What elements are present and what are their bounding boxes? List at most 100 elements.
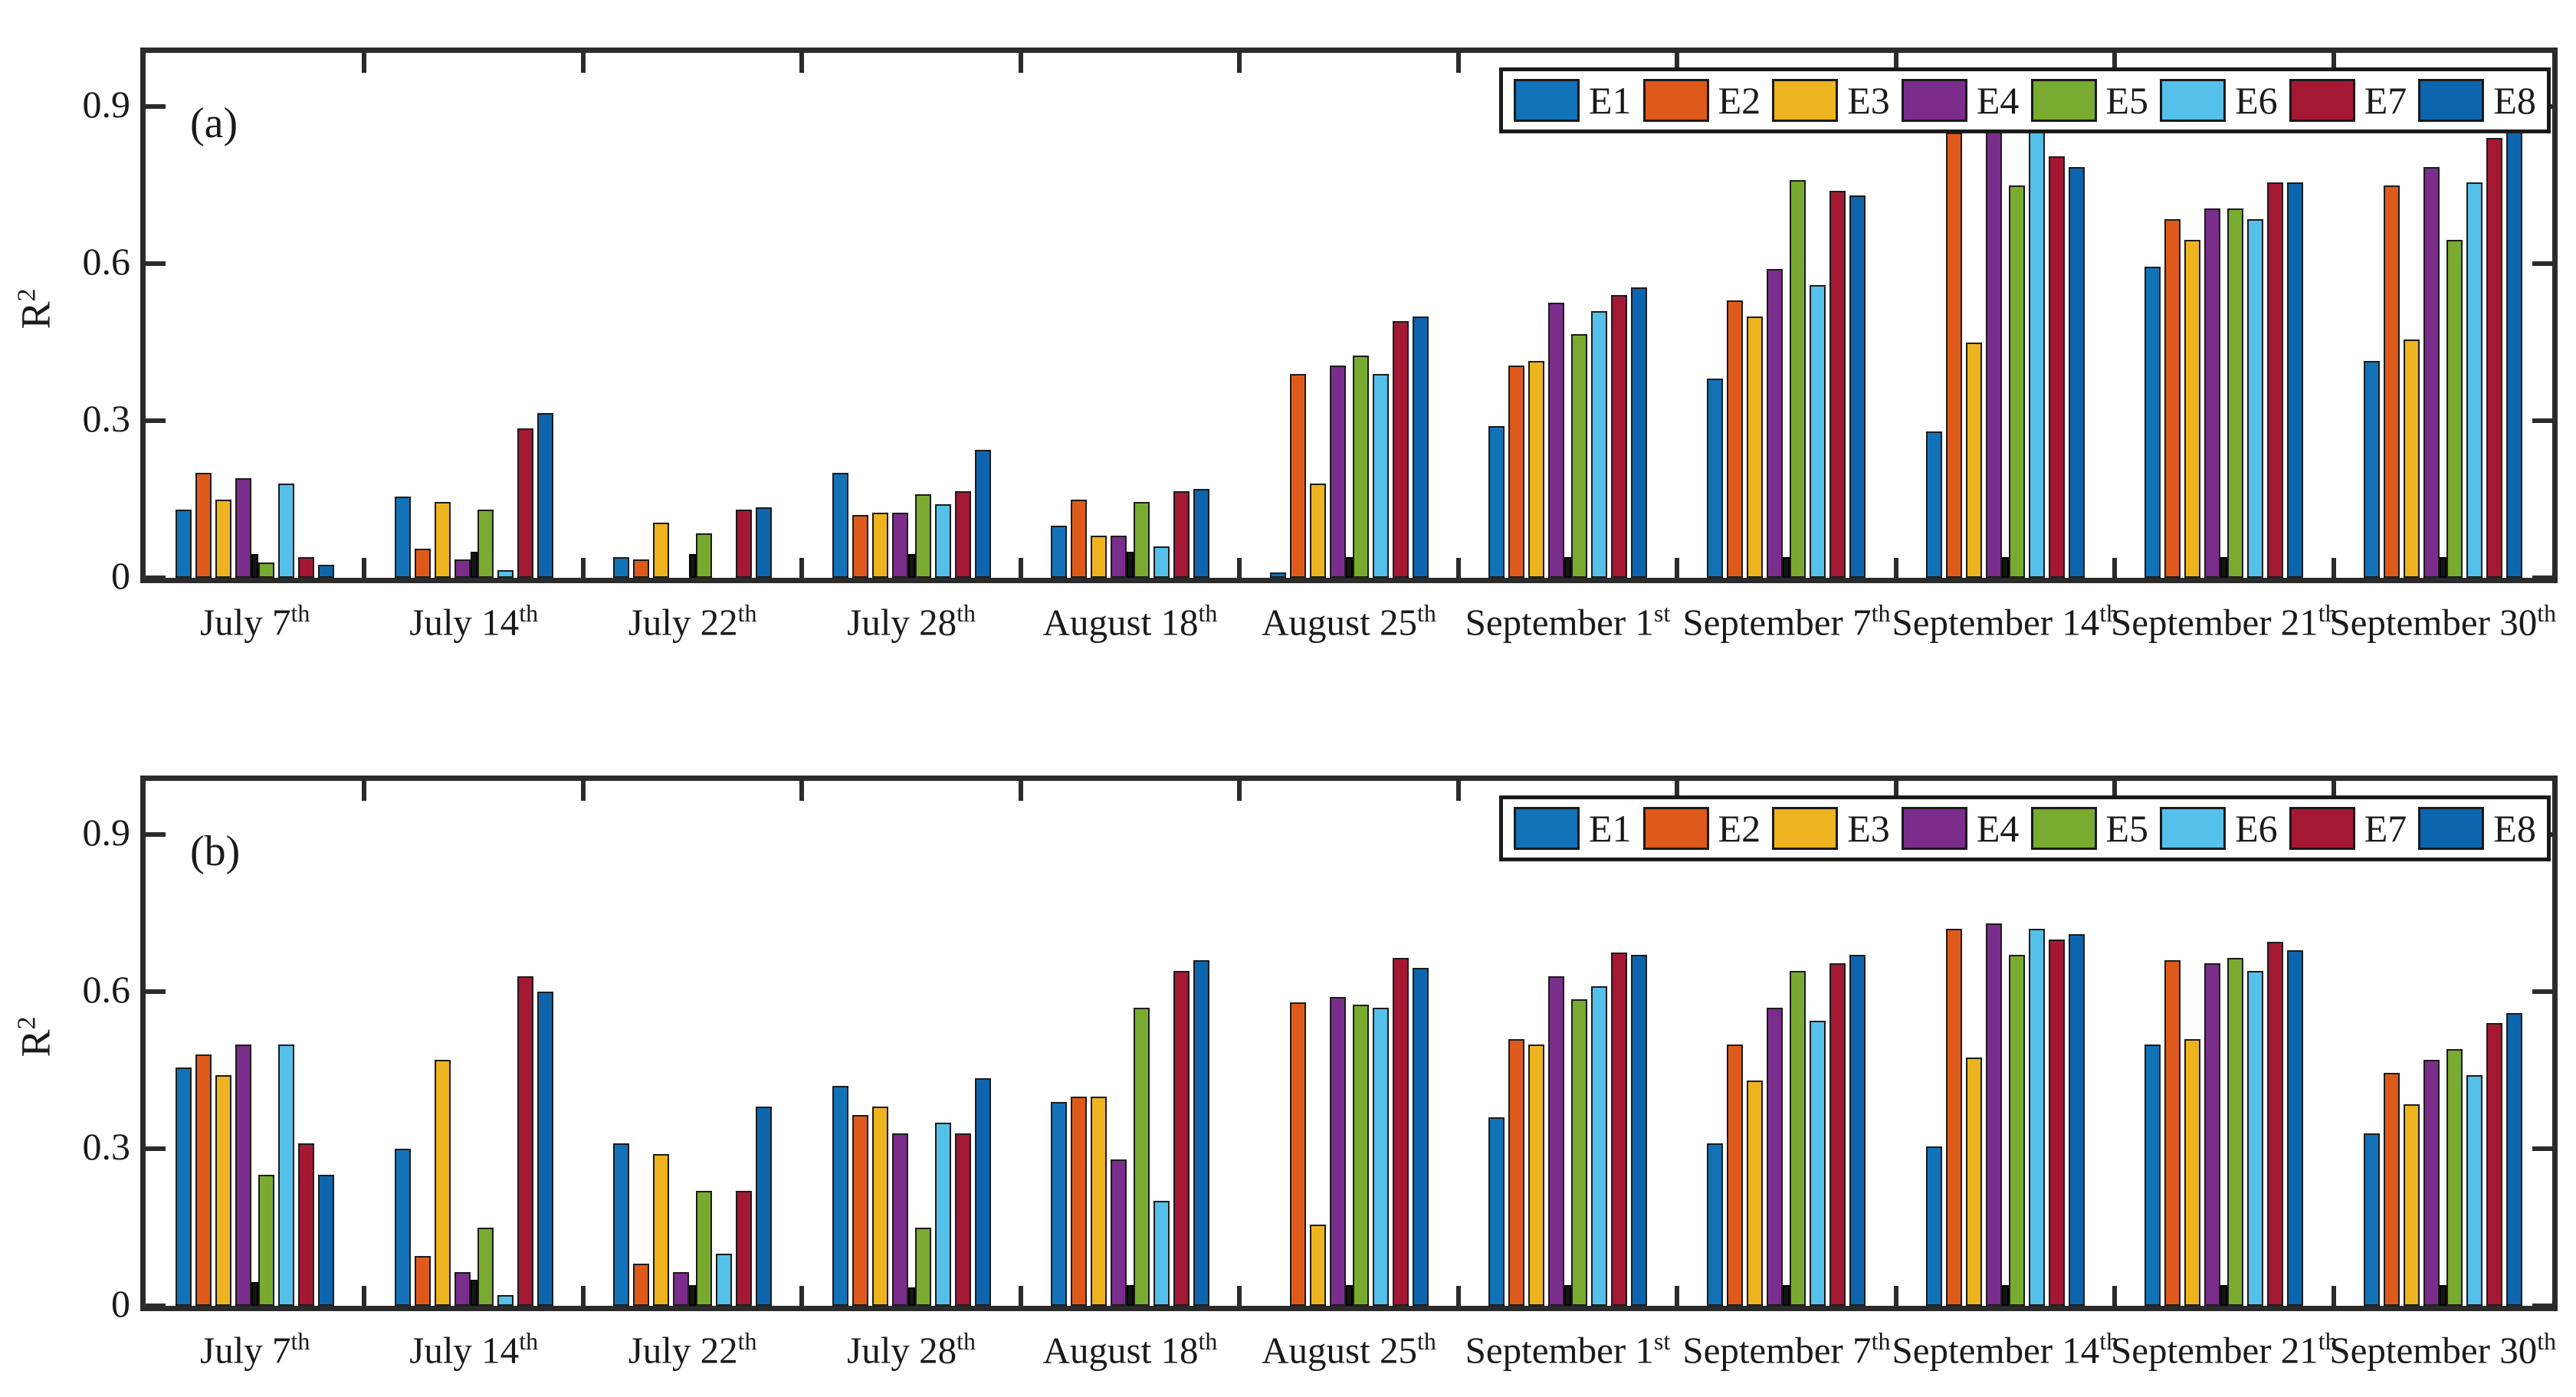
legend-item-e4: E4 [1901,806,2019,851]
bar-e1-8 [1707,379,1724,578]
x-category-label: September 14th [1892,599,2119,644]
x-tick-top [1893,781,1898,801]
x-category-label: August 18th [1042,1327,1218,1372]
bar-e5-5 [1134,1007,1150,1306]
x-category-label: September 30th [2329,599,2557,644]
x-tick-top [799,53,805,73]
bar-e1-10 [2144,1044,2161,1306]
bar-e1-2 [394,497,411,578]
y-tick-right [2532,261,2552,267]
y-tick-label: 0 [111,1282,130,1325]
dark-sliver-bar [251,554,259,578]
bar-e3-5 [1091,536,1108,578]
x-tick-bottom [1455,558,1461,578]
bar-e4-4 [891,1133,908,1306]
legend-swatch-icon [1642,807,1709,850]
legend-box: E1 E2 E3 E4 E5 E6 E7 E8 [1499,67,2551,133]
x-tick-bottom [1237,1286,1242,1306]
bar-e2-4 [852,515,868,578]
bar-e6-7 [1590,986,1607,1306]
panel-label: (a) [190,100,238,147]
x-tick-top [1237,53,1242,73]
bar-e6-4 [934,504,951,578]
legend-label: E3 [1847,79,1890,122]
x-tick-top [1018,781,1023,801]
legend-swatch-icon [1901,79,1967,122]
bar-e4-8 [1767,269,1784,578]
bar-e5-10 [2227,208,2244,578]
y-tick-label: 0.6 [82,968,131,1012]
bar-e6-3 [716,1253,733,1306]
bar-e7-8 [1829,190,1846,578]
bar-e6-6 [1372,373,1389,578]
bar-e3-7 [1528,1044,1544,1306]
bar-e1-4 [832,1086,848,1306]
x-tick-top [1237,781,1242,801]
x-tick-bottom [2331,558,2336,578]
legend-label: E1 [1589,79,1632,122]
x-tick-bottom [2112,1286,2118,1306]
x-tick-bottom [799,558,805,578]
x-tick-bottom [1893,1286,1898,1306]
legend-swatch-icon [2418,79,2485,122]
legend-label: E7 [2364,79,2407,122]
bar-e2-7 [1508,366,1524,578]
bar-e8-4 [974,449,991,578]
bar-e5-7 [1570,334,1587,578]
bar-e2-4 [852,1114,868,1306]
bar-e1-1 [176,1067,192,1306]
bar-e8-2 [537,992,553,1306]
bar-e3-4 [871,1107,888,1306]
bar-e6-8 [1810,284,1826,578]
bar-e1-1 [176,510,192,578]
x-tick-bottom [1675,558,1680,578]
bar-e2-5 [1071,499,1088,578]
x-category-label: August 18th [1042,599,1218,644]
x-tick-bottom [362,558,367,578]
bar-e7-10 [2267,942,2284,1306]
legend-item-e1: E1 [1514,806,1632,851]
bar-e5-2 [477,1227,494,1306]
legend-item-e7: E7 [2289,806,2407,851]
legend-item-e5: E5 [2030,78,2148,123]
bar-e5-6 [1352,1005,1369,1306]
x-tick-top [362,781,367,801]
bar-e2-10 [2164,960,2181,1306]
bar-e8-1 [318,1175,335,1306]
dark-sliver-bar [2439,1284,2446,1306]
bar-e6-5 [1153,546,1170,578]
x-tick-bottom [580,1286,586,1306]
y-tick-right [2532,989,2552,995]
bar-e3-2 [434,501,451,578]
bar-e2-7 [1508,1038,1524,1306]
dark-sliver-bar [907,1287,915,1306]
x-tick-top [362,53,367,73]
y-tick-left [146,104,166,110]
bar-e3-2 [434,1059,451,1306]
legend-swatch-icon [1642,79,1709,122]
bar-e8-8 [1849,955,1866,1306]
bar-e2-3 [633,559,650,578]
bar-e7-4 [954,1133,971,1306]
bar-e3-1 [215,499,232,578]
bar-e8-9 [2068,934,2085,1306]
legend-box: E1 E2 E3 E4 E5 E6 E7 E8 [1499,795,2551,861]
bar-e7-11 [2486,138,2502,578]
legend-swatch-icon [1514,807,1580,850]
bar-e6-5 [1153,1201,1170,1306]
bar-e6-6 [1372,1007,1389,1306]
x-tick-top [1675,781,1680,801]
bar-e4-3 [673,1271,690,1306]
dark-sliver-bar [2439,556,2446,578]
x-category-label: September 21th [2110,599,2338,644]
bar-e1-5 [1051,1101,1068,1306]
legend-item-e4: E4 [1901,78,2019,123]
bar-e4-6 [1329,366,1346,578]
dark-sliver-bar [1345,556,1353,578]
x-category-label: July 28th [847,599,976,644]
y-tick-right [2532,418,2552,424]
panel-label: (b) [190,828,241,875]
legend-item-e3: E3 [1772,806,1890,851]
bar-e7-4 [954,491,971,578]
